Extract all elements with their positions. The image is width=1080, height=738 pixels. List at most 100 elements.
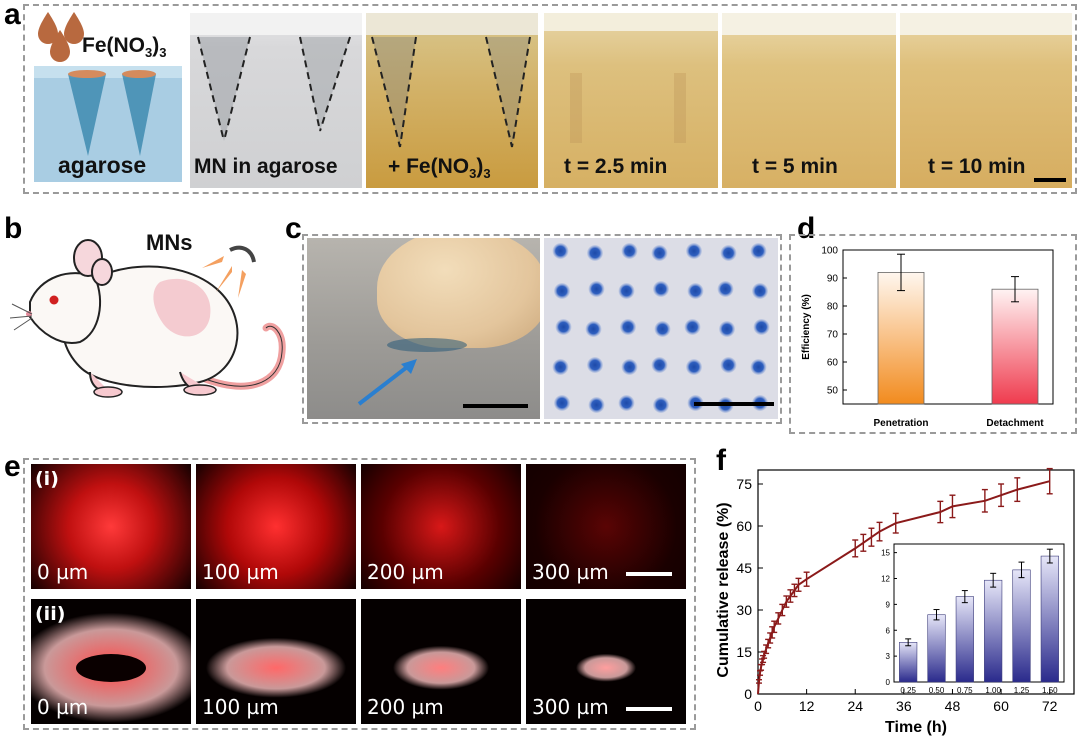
inset-x-tick-label: 1.00 <box>985 686 1001 695</box>
plot-frame <box>757 469 1075 695</box>
panel-d-frame <box>789 234 1077 434</box>
scale-bar <box>626 707 672 711</box>
x-category-label: Penetration <box>873 418 928 429</box>
caption-t-10-min: t = 10 min <box>928 155 1026 178</box>
photo-mn-in-agarose: MN in agarose <box>190 13 362 188</box>
y-axis-label: Cumulative release (%) <box>715 502 732 677</box>
scale-bar <box>463 404 528 408</box>
stained-dot <box>687 283 704 299</box>
stained-dot <box>552 359 569 375</box>
stained-dot <box>621 359 638 375</box>
agarose-schematic <box>34 12 182 182</box>
photo-skin-press <box>307 238 540 419</box>
stained-dot <box>752 283 768 299</box>
stained-dot <box>651 357 668 373</box>
inset-x-tick-label: 0.25 <box>900 686 916 695</box>
droplet-icon <box>64 12 84 44</box>
stained-dot <box>717 281 734 297</box>
x-tick-label: 12 <box>799 698 815 714</box>
agarose-label: agarose <box>58 152 147 178</box>
photo-fe-added: + Fe(NO3)3 <box>366 13 538 188</box>
panel-label-c: c <box>285 212 302 245</box>
y-tick-label: 100 <box>821 246 838 257</box>
stained-dot <box>653 397 669 413</box>
y-tick-label: 50 <box>827 386 839 397</box>
stained-dot <box>686 243 702 259</box>
depth-label: 200 µm <box>367 695 444 719</box>
reagent-label: Fe(NO3)3 <box>82 34 167 61</box>
inset-bar <box>955 596 974 683</box>
depth-label: 300 µm <box>532 560 609 584</box>
inset-bar <box>1012 569 1031 683</box>
inset-bar <box>899 642 918 683</box>
stained-dot <box>651 245 668 261</box>
scale-bar <box>626 572 672 576</box>
y-tick-label: 0 <box>744 686 752 702</box>
stained-dot <box>620 319 636 335</box>
stained-dot <box>554 283 570 299</box>
inset-y-tick-label: 3 <box>886 652 891 661</box>
y-tick-label: 90 <box>827 274 839 285</box>
fluorescence-image: 200 µm <box>361 599 521 724</box>
y-tick-label: 70 <box>827 330 839 341</box>
inset-x-tick-label: 1.25 <box>1014 686 1030 695</box>
caption-t-5-min: t = 5 min <box>752 155 838 178</box>
panel-label-e: e <box>4 450 21 483</box>
inset-y-tick-label: 6 <box>886 626 891 635</box>
droplet-icon <box>38 12 58 44</box>
stained-dot <box>654 321 671 337</box>
efficiency-chart: 50 60 70 80 90 100 Penetration Detachment Effici… <box>801 246 1054 429</box>
stained-dot <box>621 243 638 259</box>
stained-dot <box>684 319 701 335</box>
y-tick-label: 75 <box>736 476 752 492</box>
stained-dot <box>588 397 605 413</box>
x-tick-label: 36 <box>896 698 912 714</box>
fluorescence-image: 200 µm <box>361 464 521 589</box>
stained-dot <box>552 243 569 259</box>
scale-bar <box>694 402 774 406</box>
inset-y-tick-label: 0 <box>886 678 891 687</box>
inset-y-tick-label: 9 <box>886 600 891 609</box>
stained-dot <box>750 359 767 375</box>
stained-dot <box>618 283 635 299</box>
photo-t-10-min: t = 10 min <box>900 13 1072 188</box>
stained-dot <box>750 243 767 259</box>
panel-label-f: f <box>716 444 726 477</box>
x-tick-label: 60 <box>993 698 1009 714</box>
x-tick-label: 72 <box>1042 698 1058 714</box>
stained-dot <box>587 357 603 373</box>
inset-x-tick-label: 0.75 <box>957 686 973 695</box>
caption-t-2-5-min: t = 2.5 min <box>564 155 668 178</box>
fluorescence-image: 0 µm (i) <box>31 464 191 589</box>
inset-frame <box>893 543 1065 683</box>
inset-bar <box>1040 555 1059 683</box>
y-tick-label: 45 <box>736 560 752 576</box>
panel-label-a: a <box>4 0 21 31</box>
droplet-icon <box>50 30 70 62</box>
depth-label: 0 µm <box>37 695 89 719</box>
y-tick-label: 15 <box>736 644 752 660</box>
inset-y-tick-label: 12 <box>881 575 890 584</box>
stained-dot <box>588 281 605 297</box>
caption-fe-added: + Fe(NO3)3 <box>388 155 491 182</box>
mns-label: MNs <box>146 230 193 255</box>
mouse-illustration <box>10 239 286 398</box>
fluorescence-image: 100 µm <box>196 599 356 724</box>
y-tick-label: 60 <box>827 358 839 369</box>
row-label: (ii) <box>35 603 66 625</box>
depth-label: 100 µm <box>202 560 279 584</box>
stained-dot <box>686 359 702 375</box>
depth-label: 0 µm <box>37 560 89 584</box>
plot-frame <box>842 249 1054 405</box>
stained-dot <box>555 319 572 335</box>
stained-dot <box>587 245 603 261</box>
photo-t-5-min: t = 5 min <box>722 13 896 188</box>
inset-x-tick-label: 1.50 <box>1042 686 1058 695</box>
x-axis-label: Time (h) <box>885 719 947 736</box>
x-tick-label: 0 <box>754 698 762 714</box>
stained-dot <box>719 321 735 337</box>
x-tick-label: 48 <box>945 698 961 714</box>
stained-dot <box>720 357 737 373</box>
depth-label: 200 µm <box>367 560 444 584</box>
